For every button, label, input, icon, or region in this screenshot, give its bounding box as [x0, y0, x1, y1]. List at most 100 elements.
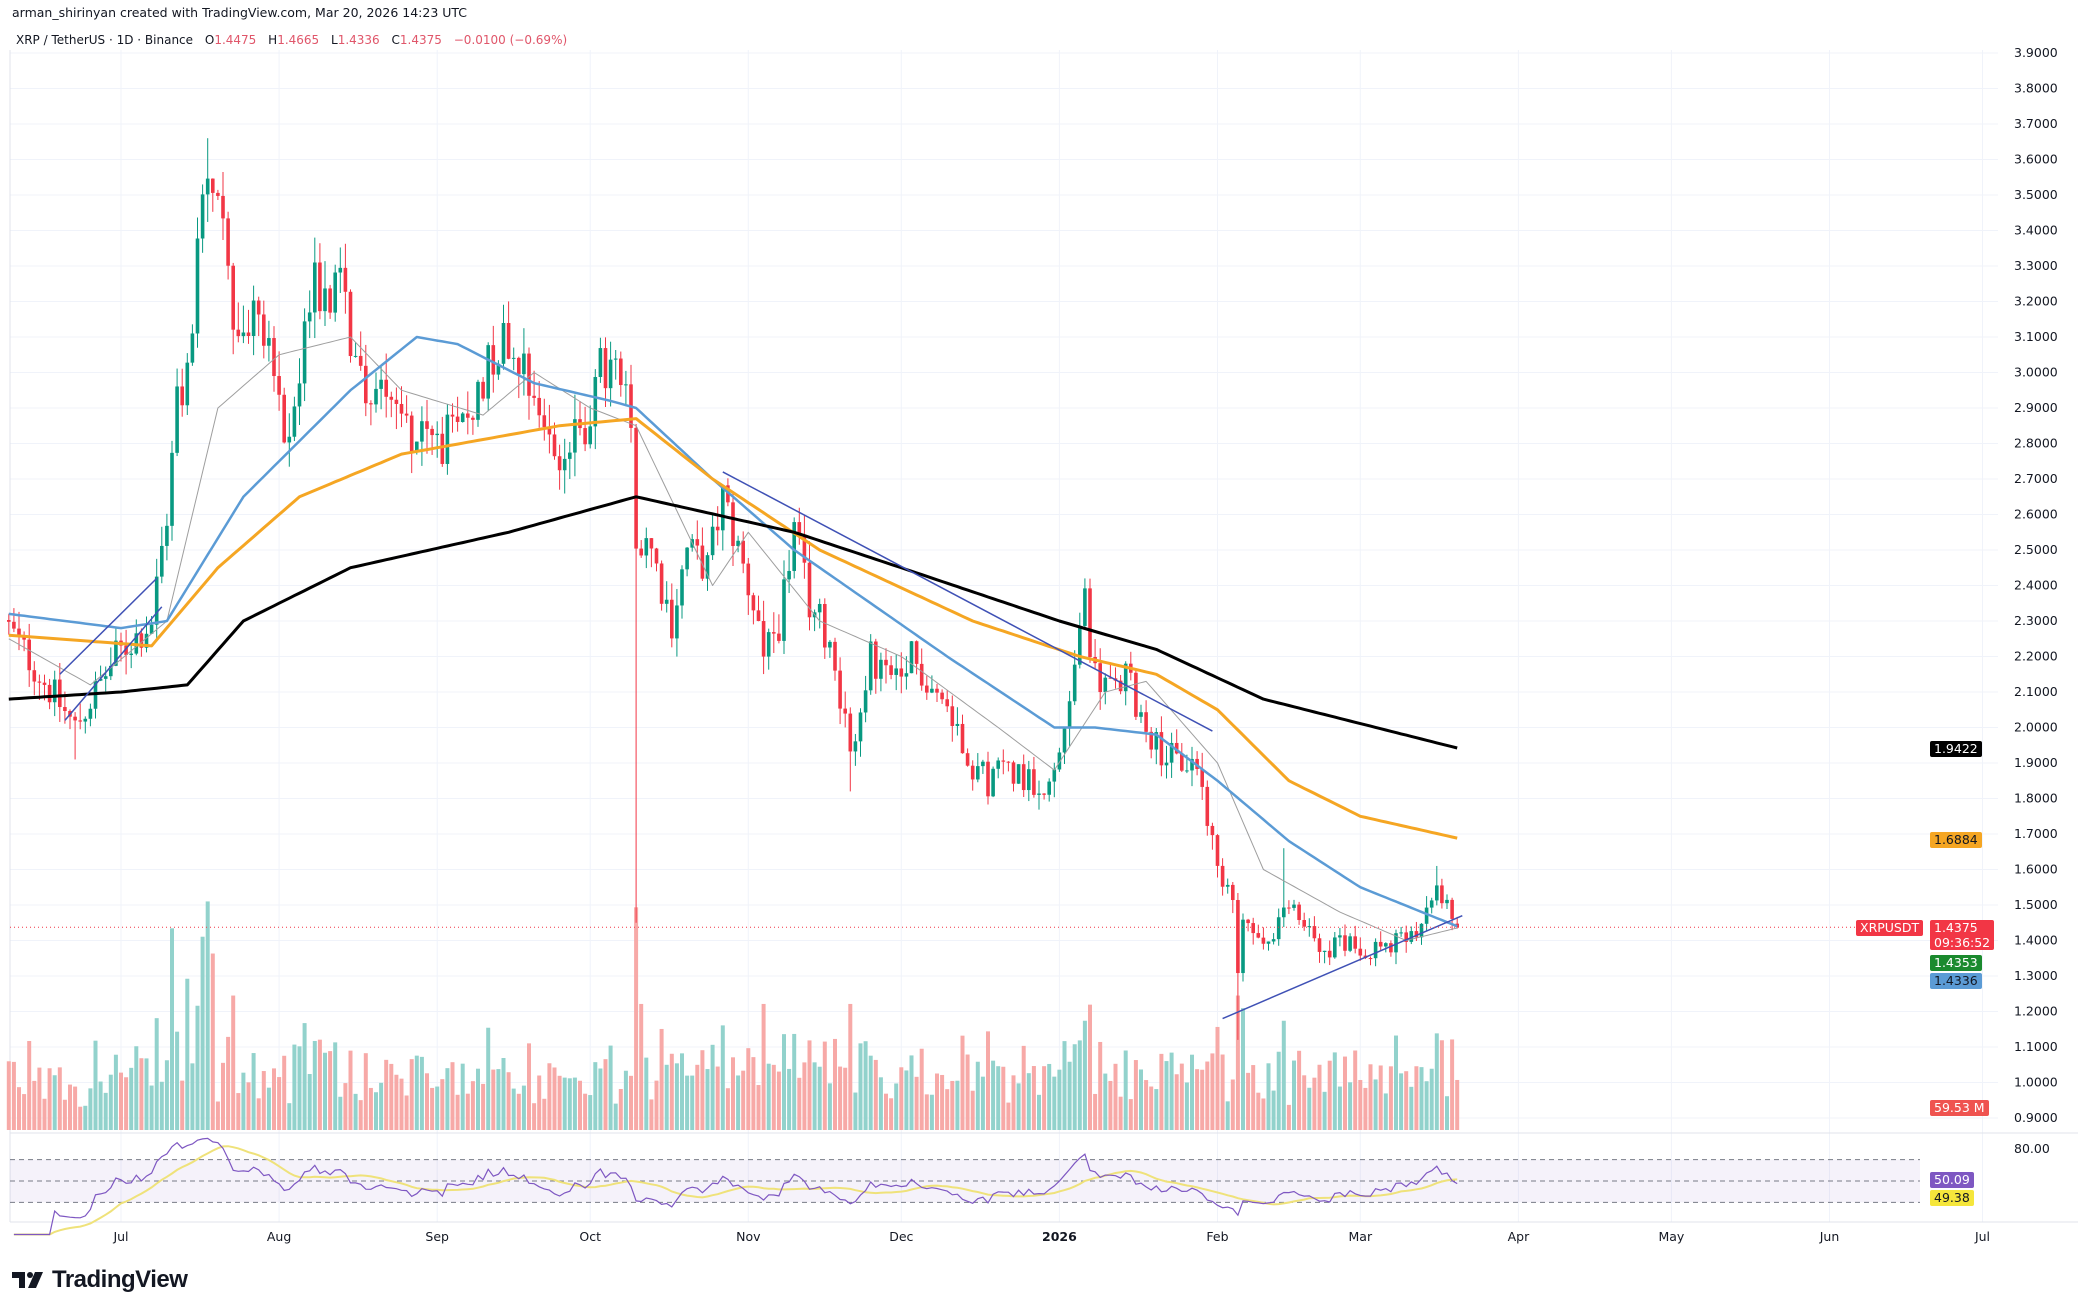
volume-bar [1286, 1104, 1291, 1130]
candle-body [598, 348, 603, 377]
candle-body [1088, 588, 1092, 658]
candle-body [394, 399, 399, 404]
volume-bar [221, 1062, 225, 1130]
volume-bar [205, 901, 210, 1130]
candle [1139, 704, 1143, 723]
price-axis[interactable]: 3.9000 3.8000 3.7000 3.6000 3.5000 3.4000 3.30… [2014, 45, 2058, 1125]
candle [1169, 732, 1174, 778]
candle [73, 712, 77, 760]
volume-bar [358, 1100, 363, 1130]
volume-bar [731, 1057, 735, 1130]
volume-bar [838, 1066, 843, 1130]
volume-bar [511, 1088, 516, 1130]
candle [7, 613, 11, 635]
volume-bar [226, 1036, 231, 1130]
volume-badge: 59.53 M [1930, 1100, 1989, 1116]
candle-body [996, 760, 1000, 769]
candle-body [797, 522, 802, 536]
candle [986, 751, 990, 805]
candle [1067, 690, 1072, 746]
candle [925, 675, 929, 700]
volume-bar [119, 1072, 123, 1130]
candle [200, 184, 205, 253]
candle-body [1139, 712, 1143, 717]
candle-body [1118, 680, 1123, 692]
volume-bar [251, 1053, 256, 1130]
candle [277, 351, 281, 411]
price-tick-label: 3.5000 [2014, 187, 2058, 202]
volume-bar [435, 1086, 440, 1130]
candle-body [1164, 762, 1169, 766]
volume-bar [1368, 1064, 1373, 1130]
candle [287, 413, 292, 467]
candle-body [1338, 935, 1342, 938]
candle-body [251, 300, 256, 337]
volume-bar [328, 1051, 333, 1130]
volume-bar [669, 1053, 674, 1130]
candle [1384, 942, 1388, 953]
candle-body [1042, 793, 1046, 795]
candle-body [277, 376, 281, 395]
candle-body [450, 414, 455, 417]
volume-bar [481, 1083, 486, 1130]
volume-bar [353, 1093, 358, 1130]
volume-bar [705, 1069, 710, 1130]
candle-body [858, 712, 863, 742]
volume-bar [1312, 1077, 1317, 1130]
candle [1241, 913, 1245, 982]
candle-body [144, 633, 149, 648]
volume-bar [1399, 1073, 1404, 1130]
volume-bar [374, 1092, 378, 1130]
candle-body [1210, 825, 1215, 836]
price-tick-label: 1.7000 [2014, 826, 2058, 841]
candle [1016, 764, 1021, 784]
candle-body [1419, 923, 1424, 938]
candle [1287, 900, 1291, 915]
candle-body [1190, 758, 1194, 771]
candle [1006, 761, 1011, 772]
volume-bar [792, 1033, 797, 1130]
candle [639, 540, 643, 558]
time-axis[interactable]: Jul Aug Sep Oct Nov Dec 2026 Feb Mar Apr May Jun Jul [112, 1229, 1990, 1244]
volume-bar [430, 1087, 435, 1130]
candle [1037, 780, 1041, 810]
volume-bar [384, 1059, 389, 1130]
candle [899, 652, 904, 694]
symbol-badge: XRPUSDT [1856, 920, 1924, 936]
volume-bar [1159, 1053, 1164, 1130]
candle [1435, 865, 1439, 906]
price-tick-label: 0.9000 [2014, 1110, 2058, 1125]
volume-bar [185, 978, 190, 1130]
candle-body [1399, 932, 1403, 934]
candle [185, 353, 190, 415]
volume-bar [292, 1044, 297, 1130]
candle-body [190, 333, 195, 363]
candle-body [185, 362, 190, 406]
volume-bar [1133, 1060, 1138, 1130]
symbol-name[interactable]: XRP / TetherUS · 1D · Binance [16, 33, 194, 47]
candle [236, 302, 241, 343]
time-tick-label: Feb [1206, 1229, 1228, 1244]
change-value: −0.0100 (−0.69%) [453, 33, 568, 47]
candle-body [506, 322, 511, 359]
volume-bar [42, 1098, 47, 1130]
candle-body [195, 238, 200, 334]
tradingview-logo[interactable]: TradingView [12, 1266, 188, 1294]
volume-bar [6, 1061, 11, 1130]
volume-bar [1098, 1041, 1103, 1130]
candle-body [328, 288, 332, 313]
volume-bar [751, 1057, 756, 1130]
moving-average-ma100 [8, 417, 1458, 840]
candle [221, 172, 225, 241]
candle-body [241, 332, 246, 337]
price-tick-label: 3.1000 [2014, 329, 2058, 344]
volume-bar [1256, 1092, 1261, 1130]
volume-bar [1235, 995, 1240, 1130]
volume-bar [1383, 1093, 1388, 1130]
candle [369, 400, 373, 426]
candle [1032, 756, 1036, 798]
volume-bar [425, 1073, 429, 1130]
price-tick-label: 2.6000 [2014, 507, 2058, 522]
candle [307, 290, 312, 339]
